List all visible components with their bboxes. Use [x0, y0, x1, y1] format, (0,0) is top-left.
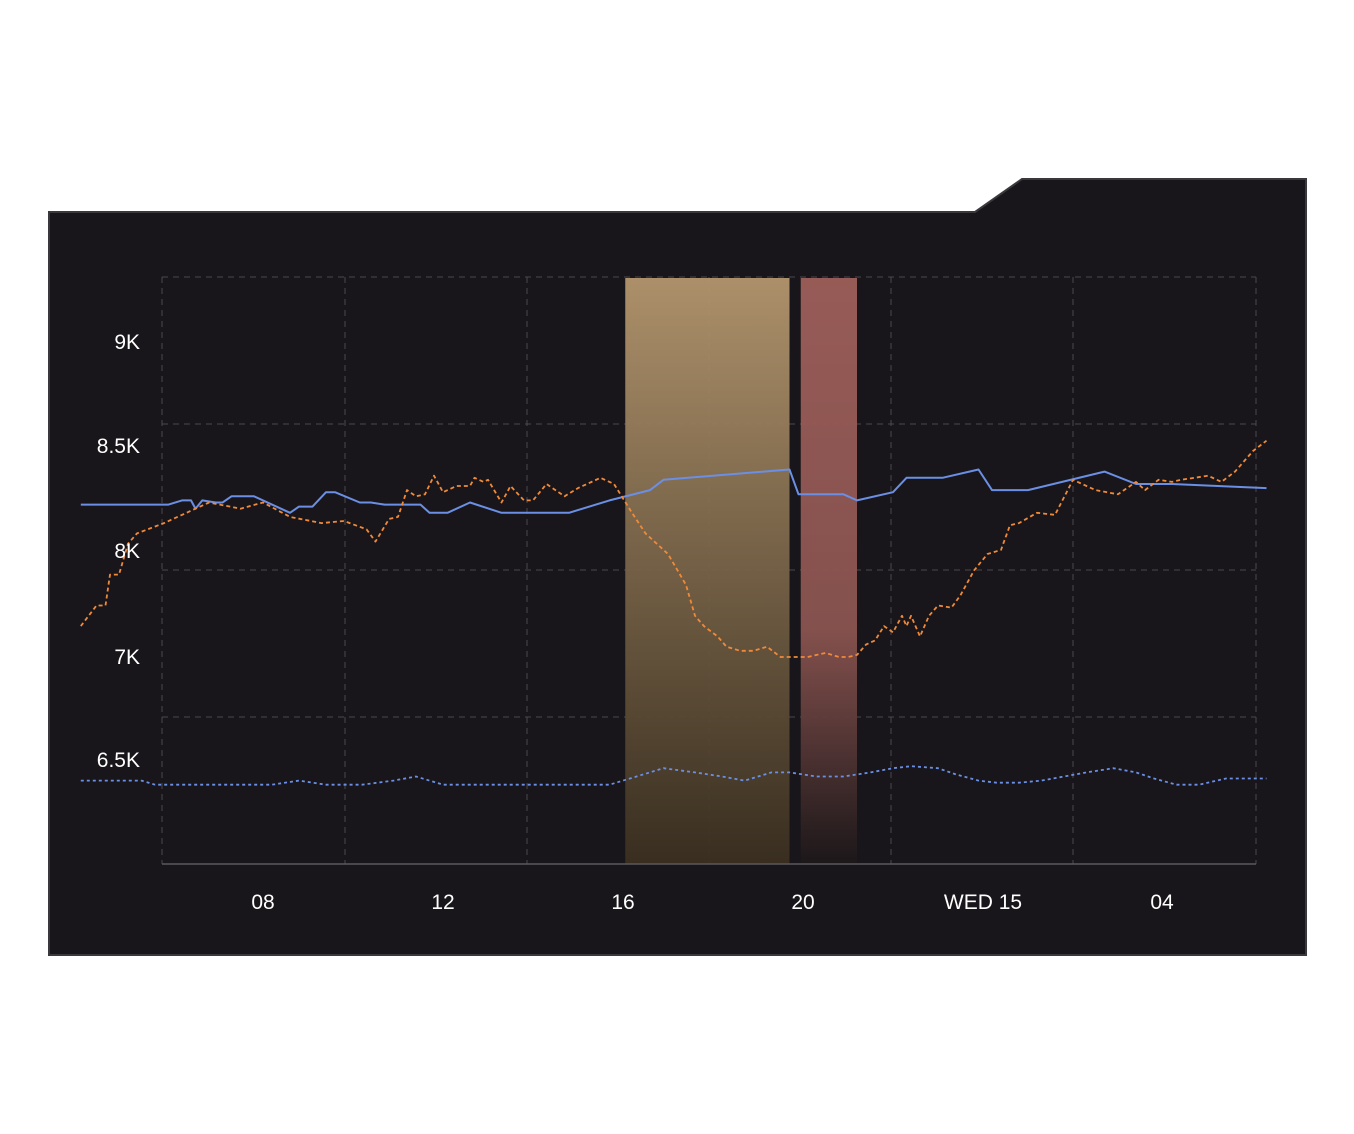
- x-tick-label: 08: [251, 891, 274, 914]
- series-lines: [80, 439, 1268, 786]
- y-tick-label: 8.5K: [97, 435, 140, 458]
- x-tick-label: 12: [431, 891, 454, 914]
- y-tick-label: 9K: [114, 331, 140, 354]
- y-tick-label: 7K: [114, 646, 140, 669]
- x-tick-label: 16: [611, 891, 634, 914]
- highlight-band: [625, 278, 790, 864]
- y-tick-label: 8K: [114, 540, 140, 563]
- x-tick-label: 20: [791, 891, 814, 914]
- x-tick-label: 04: [1150, 891, 1174, 914]
- series-line-solid: [80, 468, 1267, 514]
- series-line-dotted: [80, 765, 1267, 786]
- highlight-band: [800, 278, 857, 864]
- y-axis-labels: 9K 8.5K 8K 7K 6.5K: [97, 331, 140, 772]
- x-tick-label: WED 15: [944, 891, 1022, 914]
- y-tick-label: 6.5K: [97, 749, 140, 772]
- highlight-bands: [625, 278, 857, 864]
- x-axis-labels: 08 12 16 20 WED 15 04: [251, 891, 1174, 914]
